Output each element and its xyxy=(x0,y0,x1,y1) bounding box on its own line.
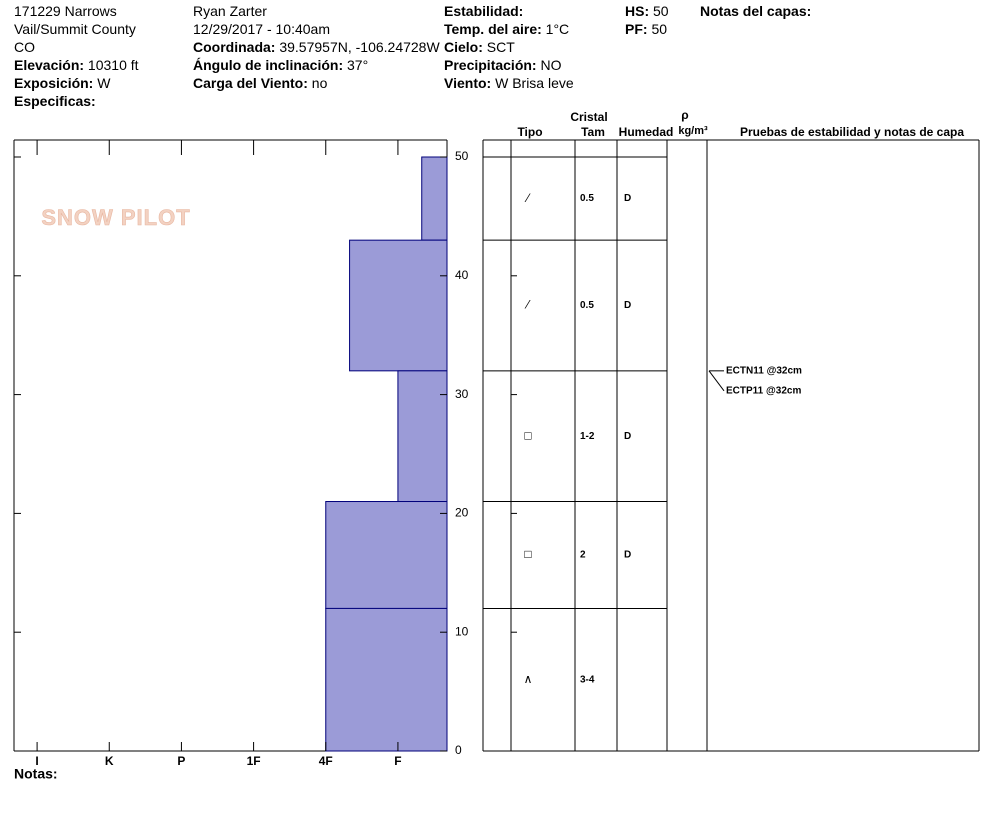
field-label: Exposición: xyxy=(14,75,93,91)
y-tick-label: 30 xyxy=(455,387,469,401)
field-label: Especificas: xyxy=(14,93,96,109)
header-field: Viento: W Brisa leve xyxy=(444,75,574,91)
col-header: ρ xyxy=(681,108,688,122)
col-header: Pruebas de estabilidad y notas de capa xyxy=(740,125,964,139)
field-label: Temp. del aire: xyxy=(444,21,542,37)
notes-label: Notas: xyxy=(14,766,58,782)
field-label: Precipitación: xyxy=(444,57,537,73)
test-label: ECTN11 @32cm xyxy=(726,365,802,376)
x-tick-label: 1F xyxy=(247,754,261,768)
x-tick-label: K xyxy=(105,754,114,768)
header-field: Notas del capas: xyxy=(700,3,811,19)
grain-type: ⁄ xyxy=(524,298,531,312)
header-field: Coordinada: 39.57957N, -106.24728W xyxy=(193,39,440,55)
field-label: Cielo: xyxy=(444,39,483,55)
field-value: SCT xyxy=(487,39,515,55)
header-field: Estabilidad: xyxy=(444,3,523,19)
header-field: Ryan Zarter xyxy=(193,3,267,19)
field-value: Ryan Zarter xyxy=(193,3,267,19)
field-value: 1°C xyxy=(546,21,570,37)
table-frame xyxy=(13,139,980,752)
header-field: PF: 50 xyxy=(625,21,667,37)
moisture: D xyxy=(624,300,631,311)
header-field: Especificas: xyxy=(14,93,96,109)
grain-type: ∧ xyxy=(524,672,533,686)
field-value: CO xyxy=(14,39,35,55)
moisture: D xyxy=(624,193,631,204)
hardness-bar xyxy=(325,501,448,609)
header-field: Exposición: W xyxy=(14,75,111,91)
field-value: Vail/Summit County xyxy=(14,21,136,37)
test-arrow xyxy=(708,370,725,392)
header-field: Ángulo de inclinación: 37° xyxy=(193,57,368,73)
header-field: Elevación: 10310 ft xyxy=(14,57,139,73)
header-field: 171229 Narrows xyxy=(14,3,117,19)
grain-type: □ xyxy=(524,428,531,442)
grain-size: 3-4 xyxy=(580,674,595,685)
field-label: Coordinada: xyxy=(193,39,275,55)
field-label: Carga del Viento: xyxy=(193,75,308,91)
col-header: kg/m³ xyxy=(678,125,708,137)
logo: SNOW PILOT xyxy=(41,205,190,230)
grain-size: 2 xyxy=(580,550,586,561)
x-tick-label: P xyxy=(177,754,185,768)
col-header: Tam xyxy=(581,125,605,139)
field-label: Ángulo de inclinación: xyxy=(193,57,343,73)
field-value: 171229 Narrows xyxy=(14,3,117,19)
field-value: 39.57957N, -106.24728W xyxy=(279,39,440,55)
hardness-bar xyxy=(349,239,448,372)
y-tick-label: 10 xyxy=(455,624,469,638)
grain-size: 0.5 xyxy=(580,193,594,204)
hardness-bar xyxy=(325,607,448,752)
field-value: 50 xyxy=(651,21,667,37)
field-label: Viento: xyxy=(444,75,491,91)
y-tick-label: 40 xyxy=(455,268,469,282)
x-tick-label: I xyxy=(35,754,38,768)
x-tick-label: 4F xyxy=(319,754,333,768)
test-label: ECTP11 @32cm xyxy=(726,385,801,396)
field-value: no xyxy=(312,75,328,91)
hardness-bar xyxy=(397,370,448,503)
grain-size: 0.5 xyxy=(580,300,594,311)
grain-size: 1-2 xyxy=(580,431,595,442)
header-field: Precipitación: NO xyxy=(444,57,562,73)
header-field: Temp. del aire: 1°C xyxy=(444,21,569,37)
col-header: Cristal xyxy=(570,110,607,124)
header-field: 12/29/2017 - 10:40am xyxy=(193,21,330,37)
field-value: 10310 ft xyxy=(88,57,139,73)
field-value: NO xyxy=(540,57,561,73)
field-label: Elevación: xyxy=(14,57,84,73)
grain-type: □ xyxy=(524,547,531,561)
x-tick-label: F xyxy=(394,754,401,768)
field-label: HS: xyxy=(625,3,649,19)
field-value: 50 xyxy=(653,3,669,19)
hardness-bar xyxy=(421,156,448,241)
header-field: CO xyxy=(14,39,35,55)
col-header: Humedad xyxy=(619,125,674,139)
y-tick-label: 20 xyxy=(455,506,469,520)
field-value: W xyxy=(97,75,111,91)
header-field: Cielo: SCT xyxy=(444,39,515,55)
field-label: Estabilidad: xyxy=(444,3,523,19)
y-tick-label: 50 xyxy=(455,149,469,163)
moisture: D xyxy=(624,431,631,442)
header-field: Carga del Viento: no xyxy=(193,75,328,91)
grain-type: ⁄ xyxy=(524,191,531,205)
field-label: PF: xyxy=(625,21,648,37)
header-field: HS: 50 xyxy=(625,3,669,19)
field-label: Notas del capas: xyxy=(700,3,811,19)
col-header: Tipo xyxy=(517,125,542,139)
header-field: Vail/Summit County xyxy=(14,21,136,37)
field-value: W Brisa leve xyxy=(495,75,574,91)
field-value: 37° xyxy=(347,57,368,73)
field-value: 12/29/2017 - 10:40am xyxy=(193,21,330,37)
y-tick-label: 0 xyxy=(455,743,462,757)
moisture: D xyxy=(624,550,631,561)
